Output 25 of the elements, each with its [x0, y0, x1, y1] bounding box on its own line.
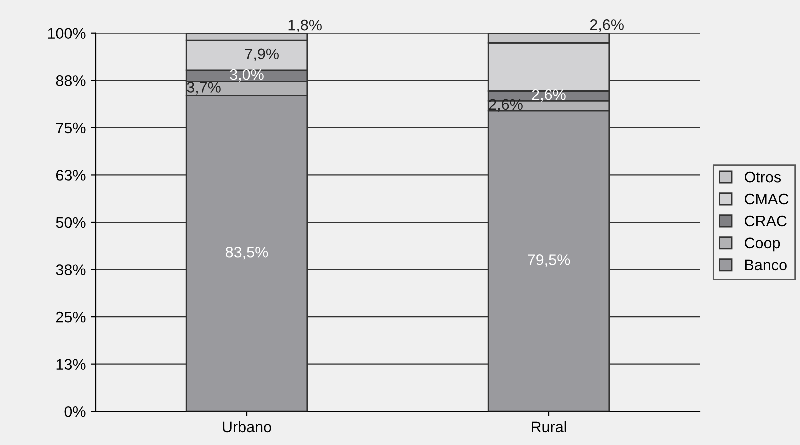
y-tick-label: 13%: [56, 359, 86, 370]
y-tick-label: 63%: [56, 170, 86, 181]
y-tick-label: 0%: [64, 406, 86, 418]
data-label: 79,5%: [528, 254, 570, 268]
legend-label: CRAC: [745, 216, 787, 227]
y-tick-label: 100%: [48, 28, 86, 40]
data-label: 1,8%: [288, 20, 322, 33]
legend-label: Coop: [745, 238, 780, 252]
data-label: 2,6%: [532, 89, 566, 102]
y-tick-label: 75%: [56, 122, 86, 134]
data-label: 7,9%: [245, 48, 279, 62]
legend-label: Otros: [744, 172, 782, 183]
y-tick-label: 38%: [56, 264, 86, 276]
legend-label: Banco: [745, 260, 787, 271]
y-tick-label: 88%: [56, 76, 86, 86]
legend-label: CMAC: [745, 194, 789, 205]
y-tick-label: 25%: [56, 312, 86, 323]
data-label: 83,5%: [226, 246, 268, 260]
data-label: 3,0%: [230, 69, 264, 82]
y-tick-label: 50%: [56, 217, 86, 228]
x-tick-label: Rural: [532, 421, 566, 433]
x-tick-label: Urbano: [223, 421, 272, 433]
data-label: 2,6%: [590, 20, 624, 32]
data-label: 3,7%: [187, 82, 221, 95]
data-label: 2,6%: [489, 99, 523, 112]
